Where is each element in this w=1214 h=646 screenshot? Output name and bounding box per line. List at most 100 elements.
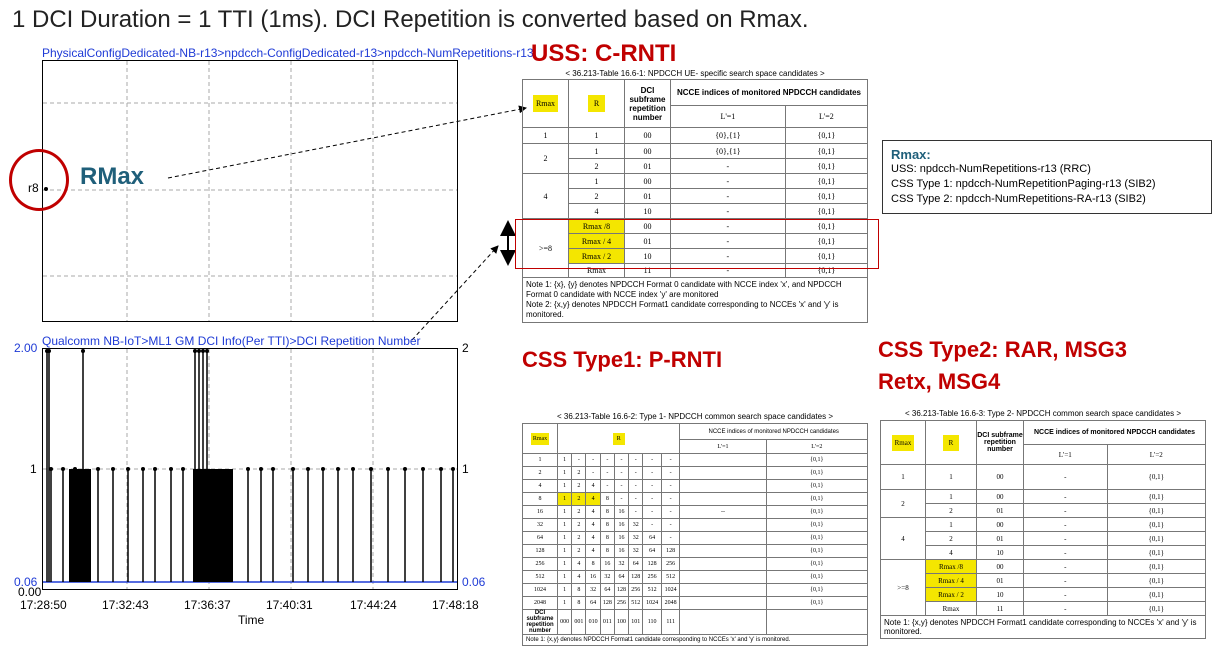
top-chart-plot[interactable] bbox=[42, 60, 458, 322]
uss-note2-label: Note 2: bbox=[526, 300, 552, 309]
css1-cell: 8 bbox=[599, 505, 615, 519]
spike-value-1-marker bbox=[291, 467, 295, 471]
css1-cell: - bbox=[599, 453, 615, 467]
spike-value-1-marker bbox=[181, 467, 185, 471]
spike-value-1-marker bbox=[336, 467, 340, 471]
css1-cell: 16 bbox=[599, 557, 615, 571]
css1-cell: - bbox=[613, 492, 630, 506]
bottom-chart-path: Qualcomm NB-IoT>ML1 GM DCI Info(Per TTI)… bbox=[42, 334, 421, 348]
css1-row: 2048 1 8 64 128 256 512 1024 2048 {0,1} bbox=[522, 596, 869, 610]
css1-cell: 32 bbox=[628, 531, 644, 545]
spike-value-2-marker bbox=[81, 349, 85, 353]
y-tick-0: 0.00 bbox=[18, 585, 42, 599]
css1-row: 8 1 2 4 8- - - - {0,1} bbox=[522, 492, 869, 506]
css1-row: 64 1 2 4 8 16 32 64- {0,1} bbox=[522, 531, 869, 545]
css1-cell: 1 bbox=[556, 479, 573, 493]
spike-value-1-marker bbox=[306, 467, 310, 471]
css1-cell: 1 bbox=[556, 466, 573, 480]
css1-cell: 8 bbox=[599, 518, 615, 532]
css1-cell: -- bbox=[679, 505, 767, 519]
css1-cell: - bbox=[642, 479, 662, 493]
css1-cell: 512 bbox=[642, 583, 662, 597]
css1-row: 4 1 2 4- - - - - {0,1} bbox=[522, 479, 869, 493]
spike-value-1-marker bbox=[96, 467, 100, 471]
rmax-box-line1: USS: npdcch-NumRepetitions-r13 (RRC) bbox=[891, 163, 1091, 175]
rmax-annotation: RMax bbox=[80, 163, 145, 190]
spike-value-1-marker bbox=[321, 467, 325, 471]
css1-row: 1 1- - - - - - - {0,1} bbox=[522, 453, 869, 467]
y-tick-right-006: 0.06 bbox=[462, 575, 486, 589]
css1-cell: 64 bbox=[628, 557, 644, 571]
css1-cell bbox=[679, 570, 767, 584]
spike-value-2-marker bbox=[47, 349, 51, 353]
css1-cell: {0,1} bbox=[765, 466, 869, 480]
css1-cell: 1 bbox=[556, 570, 573, 584]
css1-cell: 1 bbox=[556, 557, 573, 571]
css1-cell: 256 bbox=[660, 557, 681, 571]
spike-value-1-marker bbox=[451, 467, 455, 471]
css1-row: 1024 1 8 32 64 128 256 512 1024 {0,1} bbox=[522, 583, 869, 597]
css1-cell: - bbox=[642, 492, 662, 506]
spike-value-2-marker bbox=[201, 349, 205, 353]
bottom-chart-plot[interactable] bbox=[42, 348, 458, 590]
css1-cell: {0,1} bbox=[765, 505, 869, 519]
css1-cell: 128 bbox=[628, 570, 644, 584]
css1-row: 256 1 4 8 16 32 64 128 256 {0,1} bbox=[522, 557, 869, 571]
css1-cell: 1 bbox=[556, 531, 573, 545]
css1-cell: 8 bbox=[571, 596, 587, 610]
x-tick-6: 17:48:18 bbox=[432, 598, 479, 612]
css1-cell bbox=[679, 557, 767, 571]
rmax-box-line2: CSS Type 1: npdcch-NumRepetitionPaging-r… bbox=[891, 178, 1156, 190]
css1-cell: - bbox=[642, 466, 662, 480]
rmax-box-line3: CSS Type 2: npdcch-NumRepetitions-RA-r13… bbox=[891, 193, 1146, 205]
css1-cell: 256 bbox=[522, 557, 558, 571]
css1-cell: - bbox=[599, 466, 615, 480]
spike-value-1-marker bbox=[49, 467, 53, 471]
spike-value-1-marker bbox=[246, 467, 250, 471]
css1-cell: 32 bbox=[628, 518, 644, 532]
css1-cell: 1024 bbox=[522, 583, 558, 597]
x-axis-label: Time bbox=[238, 613, 265, 627]
css1-cell: {0,1} bbox=[765, 583, 869, 597]
spike-value-1-marker bbox=[259, 467, 263, 471]
css1-cell: 64 bbox=[522, 531, 558, 545]
css2-heading-line1: CSS Type2: RAR, MSG3 bbox=[878, 337, 1127, 362]
rmax-box-title: Rmax: bbox=[891, 147, 931, 162]
y-tick-006: 0.06 bbox=[14, 575, 38, 589]
rmax-info-box: Rmax: USS: npdcch-NumRepetitions-r13 (RR… bbox=[882, 140, 1212, 214]
x-tick-3: 17:36:37 bbox=[184, 598, 231, 612]
css1-cell: 2 bbox=[571, 505, 587, 519]
spike-value-2-marker bbox=[193, 349, 197, 353]
css1-cell: - bbox=[642, 518, 662, 532]
css1-cell: 256 bbox=[642, 570, 662, 584]
css1-cell: {0,1} bbox=[765, 518, 869, 532]
css1-cell bbox=[679, 596, 767, 610]
css1-cell: 32 bbox=[613, 557, 630, 571]
css1-cell: 1 bbox=[556, 518, 573, 532]
spike-value-1-marker bbox=[439, 467, 443, 471]
css1-row: 128 1 2 4 8 16 32 64 128 {0,1} bbox=[522, 544, 869, 558]
css2-caption: < 36.213-Table 16.6-3: Type 2- NPDCCH co… bbox=[905, 409, 1181, 418]
spike-value-1-marker bbox=[403, 467, 407, 471]
dense-block-1 bbox=[69, 469, 91, 582]
y-tick-right-1: 1 bbox=[462, 462, 469, 476]
css1-caption: < 36.213-Table 16.6-2: Type 1- NPDCCH co… bbox=[557, 412, 833, 421]
rmax-highlight-circle bbox=[9, 149, 69, 211]
css1-cell bbox=[679, 453, 767, 467]
css1-cell: 32 bbox=[522, 518, 558, 532]
css1-table: Rmax R NCCE indices of monitored NPDCCH … bbox=[522, 423, 869, 646]
css1-cell: 2048 bbox=[522, 596, 558, 610]
css1-cell bbox=[679, 531, 767, 545]
css1-cell bbox=[679, 518, 767, 532]
css1-cell: 1 bbox=[556, 505, 573, 519]
spike-value-2-marker bbox=[205, 349, 209, 353]
css1-cell: - bbox=[585, 466, 601, 480]
css1-cell: - bbox=[660, 466, 681, 480]
css1-cell: 2048 bbox=[660, 596, 681, 610]
spike-value-1-marker bbox=[421, 467, 425, 471]
css1-cell: 256 bbox=[628, 583, 644, 597]
css1-cell: 32 bbox=[599, 570, 615, 584]
css1-cell bbox=[679, 544, 767, 558]
css1-cell: 64 bbox=[642, 544, 662, 558]
css1-cell: - bbox=[660, 505, 681, 519]
